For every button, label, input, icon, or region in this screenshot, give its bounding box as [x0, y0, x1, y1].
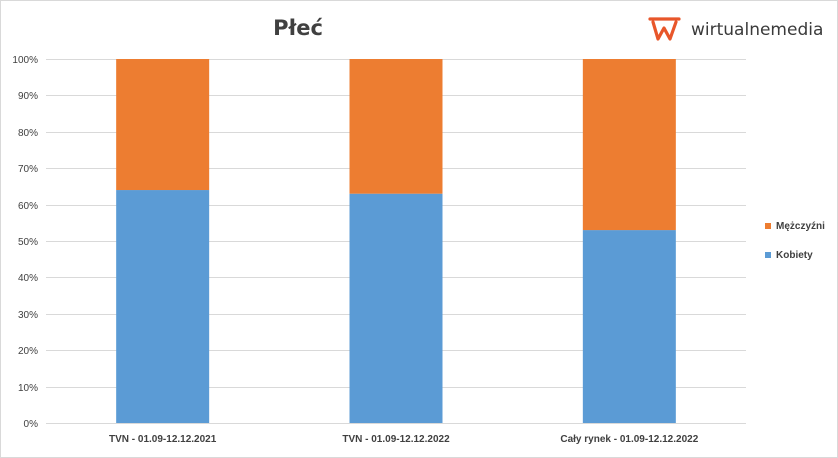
y-tick-label: 60% — [18, 201, 38, 212]
y-tick-label: 80% — [18, 128, 38, 139]
legend-swatch — [765, 252, 771, 258]
y-tick-label: 70% — [18, 164, 38, 175]
legend-swatch — [765, 223, 771, 229]
x-category-label: Cały rynek - 01.09-12.12.2022 — [560, 434, 698, 445]
logo-text: wirtualnemedia — [691, 20, 823, 40]
y-tick-label: 100% — [12, 55, 38, 66]
bar-1-1 — [349, 59, 443, 194]
y-tick-label: 20% — [18, 346, 38, 357]
y-tick-label: 30% — [18, 310, 38, 321]
y-tick-label: 50% — [18, 237, 38, 248]
legend-label: Kobiety — [776, 250, 813, 261]
bars — [116, 59, 676, 423]
legend-label: Mężczyźni — [776, 221, 825, 232]
bar-2-0 — [582, 230, 676, 423]
logo-mark-icon — [648, 17, 681, 41]
x-category-label: TVN - 01.09-12.12.2021 — [109, 434, 217, 445]
y-tick-label: 10% — [18, 383, 38, 394]
wirtualnemedia-logo: wirtualnemedia — [648, 17, 823, 41]
y-axis: 0% 10% 20% 30% 40% 50% 60% 70% 80% 90% 100% — [12, 55, 38, 430]
y-tick-label: 40% — [18, 273, 38, 284]
legend: Mężczyźni Kobiety — [765, 221, 825, 261]
y-tick-label: 90% — [18, 91, 38, 102]
x-category-label: TVN - 01.09-12.12.2022 — [342, 434, 450, 445]
y-tick-label: 0% — [24, 419, 39, 430]
bar-0-1 — [116, 59, 210, 191]
bar-2-1 — [582, 59, 676, 231]
chart-title: Płeć — [273, 16, 323, 40]
bar-1-0 — [349, 193, 443, 423]
x-axis: TVN - 01.09-12.12.2021 TVN - 01.09-12.12.… — [109, 434, 699, 445]
bar-0-0 — [116, 190, 210, 423]
